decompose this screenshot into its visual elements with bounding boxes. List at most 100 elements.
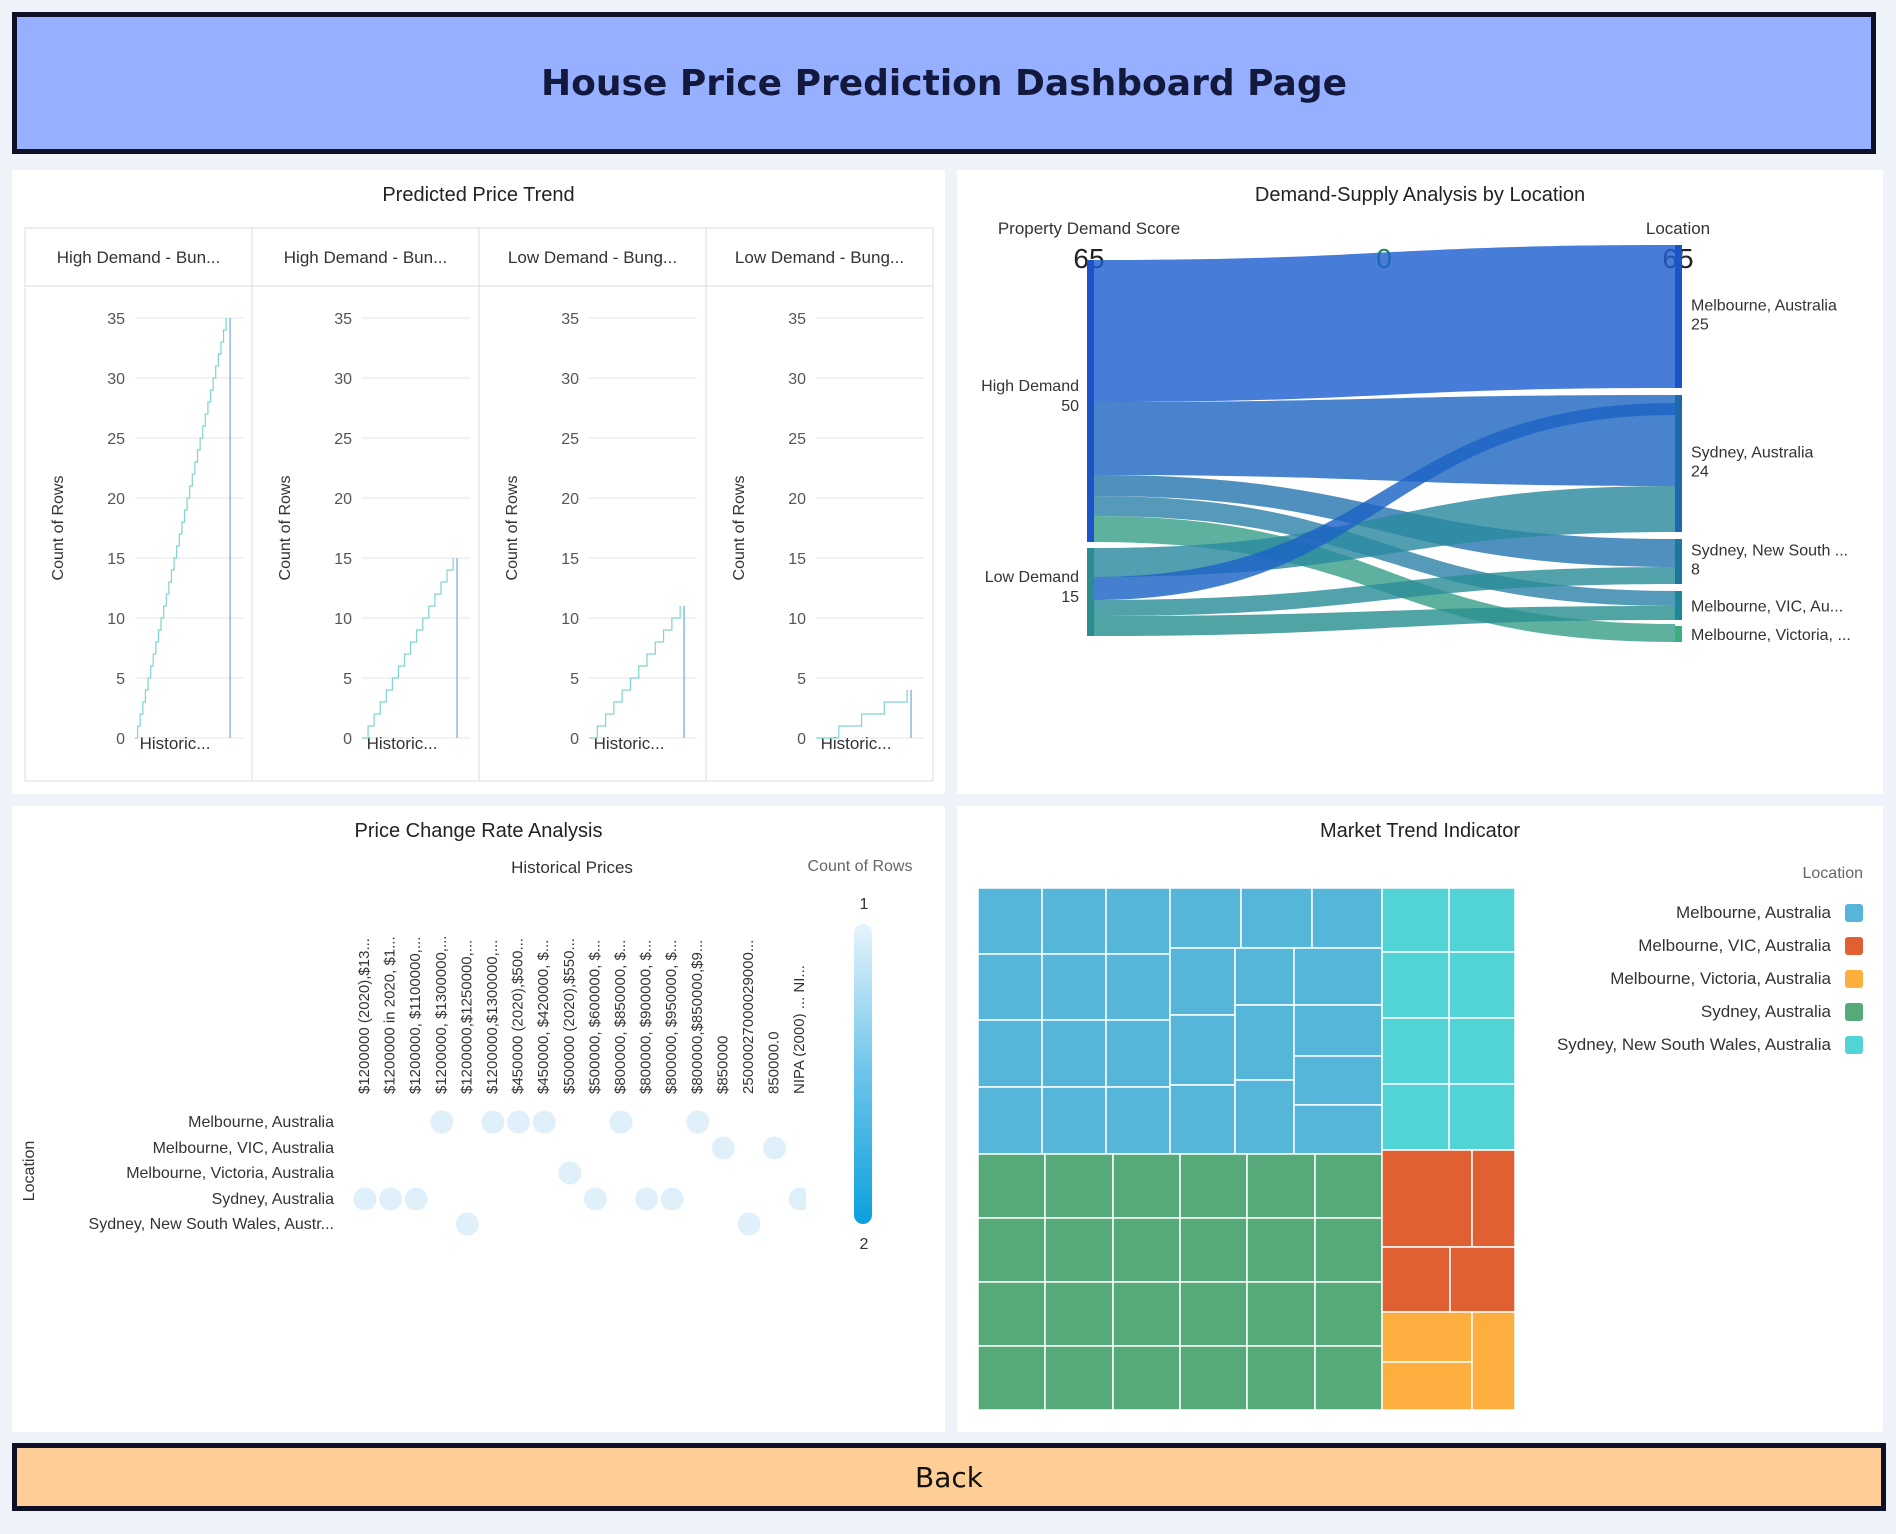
treemap-tile[interactable] xyxy=(1179,1217,1248,1283)
treemap-tile[interactable] xyxy=(1169,1084,1236,1155)
treemap-tile[interactable] xyxy=(1240,887,1313,949)
bubble-mark[interactable] xyxy=(558,1161,582,1185)
treemap-legend-item[interactable]: Melbourne, Victoria, Australia xyxy=(1610,968,1863,990)
treemap-tile[interactable] xyxy=(1179,1345,1248,1411)
bubble-mark[interactable] xyxy=(507,1110,531,1134)
treemap-tile[interactable] xyxy=(1179,1153,1248,1219)
bubble-mark[interactable] xyxy=(404,1187,428,1211)
treemap-tile[interactable] xyxy=(1381,951,1450,1019)
treemap-tile[interactable] xyxy=(1293,1104,1383,1155)
sankey-target-node[interactable] xyxy=(1675,626,1682,642)
treemap-tile[interactable] xyxy=(1448,1017,1516,1085)
treemap-tile[interactable] xyxy=(1105,1086,1171,1155)
treemap-tile[interactable] xyxy=(1381,1149,1473,1248)
treemap-tile[interactable] xyxy=(1246,1217,1316,1283)
bubble-mark[interactable] xyxy=(583,1187,607,1211)
bubble-mark[interactable] xyxy=(455,1212,479,1236)
treemap-tile[interactable] xyxy=(977,1019,1043,1088)
treemap-tile[interactable] xyxy=(1169,1014,1236,1086)
treemap-tile[interactable] xyxy=(1293,1055,1383,1106)
treemap-tile[interactable] xyxy=(977,887,1043,955)
treemap-tile[interactable] xyxy=(1449,1246,1516,1313)
treemap-tile[interactable] xyxy=(1041,887,1107,955)
treemap-tile[interactable] xyxy=(1179,1281,1248,1347)
treemap-tile[interactable] xyxy=(1381,1361,1473,1411)
treemap-tile[interactable] xyxy=(1448,951,1516,1019)
sankey-source-node[interactable] xyxy=(1087,260,1094,542)
sankey-flow[interactable] xyxy=(1094,395,1675,486)
treemap-tile[interactable] xyxy=(1448,887,1516,953)
treemap-tile[interactable] xyxy=(1381,1311,1473,1363)
treemap-tile[interactable] xyxy=(1293,947,1383,1006)
sankey-flow[interactable] xyxy=(1094,486,1675,577)
bubble-mark[interactable] xyxy=(737,1212,761,1236)
treemap-legend-item[interactable]: Sydney, New South Wales, Australia xyxy=(1557,1034,1863,1056)
bubble-mark[interactable] xyxy=(711,1136,735,1160)
treemap-tile[interactable] xyxy=(1041,1086,1107,1155)
sankey-source-node[interactable] xyxy=(1087,548,1094,636)
treemap-tile[interactable] xyxy=(1293,1004,1383,1057)
treemap-tile[interactable] xyxy=(1381,1017,1450,1085)
sankey-target-node[interactable] xyxy=(1675,395,1682,532)
treemap-tile[interactable] xyxy=(1041,1019,1107,1088)
treemap-tile[interactable] xyxy=(1234,1004,1295,1081)
treemap-legend-item[interactable]: Sydney, Australia xyxy=(1701,1001,1863,1023)
treemap-tile[interactable] xyxy=(1112,1217,1181,1283)
treemap-tile[interactable] xyxy=(1169,947,1236,1016)
treemap-tile[interactable] xyxy=(1246,1153,1316,1219)
treemap-tile[interactable] xyxy=(1471,1311,1516,1411)
treemap-tile[interactable] xyxy=(1112,1345,1181,1411)
bubble-mark[interactable] xyxy=(609,1110,633,1134)
sankey-target-node[interactable] xyxy=(1675,591,1682,620)
treemap-tile[interactable] xyxy=(977,1281,1046,1347)
bubble-mark[interactable] xyxy=(379,1187,403,1211)
treemap-tile[interactable] xyxy=(1314,1281,1383,1347)
sankey-flow[interactable] xyxy=(1094,245,1675,402)
treemap-tile[interactable] xyxy=(1314,1153,1383,1219)
treemap-tile[interactable] xyxy=(1044,1281,1114,1347)
treemap-legend-item[interactable]: Melbourne, VIC, Australia xyxy=(1638,935,1863,957)
treemap-tile[interactable] xyxy=(1234,947,1295,1006)
sankey-flow[interactable] xyxy=(1094,567,1675,616)
treemap-tile[interactable] xyxy=(1448,1083,1516,1151)
treemap-tile[interactable] xyxy=(1381,1083,1450,1151)
bubble-mark[interactable] xyxy=(430,1110,454,1134)
treemap-tile[interactable] xyxy=(1044,1153,1114,1219)
treemap-tile[interactable] xyxy=(1041,953,1107,1021)
treemap-legend-item[interactable]: Melbourne, Australia xyxy=(1676,902,1863,924)
bubble-mark[interactable] xyxy=(481,1110,505,1134)
treemap-tile[interactable] xyxy=(1169,887,1242,949)
treemap-tile[interactable] xyxy=(1105,887,1171,955)
treemap-tile[interactable] xyxy=(1471,1149,1516,1248)
treemap-tile[interactable] xyxy=(1105,953,1171,1021)
treemap-tile[interactable] xyxy=(977,1153,1046,1219)
treemap-tile[interactable] xyxy=(1112,1281,1181,1347)
treemap-tile[interactable] xyxy=(977,1345,1046,1411)
sankey-target-node[interactable] xyxy=(1675,245,1682,388)
treemap-tile[interactable] xyxy=(977,1086,1043,1155)
treemap-tile[interactable] xyxy=(1112,1153,1181,1219)
bubble-mark[interactable] xyxy=(788,1187,812,1211)
treemap-tile[interactable] xyxy=(1105,1019,1171,1088)
bubble-mark[interactable] xyxy=(635,1187,659,1211)
sankey-flow[interactable] xyxy=(1094,403,1675,600)
bubble-mark[interactable] xyxy=(532,1110,556,1134)
treemap-tile[interactable] xyxy=(1246,1281,1316,1347)
bubble-mark[interactable] xyxy=(353,1187,377,1211)
treemap-tile[interactable] xyxy=(977,953,1043,1021)
treemap-tile[interactable] xyxy=(1246,1345,1316,1411)
bubble-mark[interactable] xyxy=(763,1136,787,1160)
sankey-flow[interactable] xyxy=(1094,606,1675,636)
treemap-tile[interactable] xyxy=(1381,887,1450,953)
back-button[interactable]: Back xyxy=(12,1443,1886,1511)
bubble-mark[interactable] xyxy=(660,1187,684,1211)
sankey-target-node[interactable] xyxy=(1675,539,1682,584)
treemap-tile[interactable] xyxy=(1314,1217,1383,1283)
treemap-tile[interactable] xyxy=(1311,887,1383,949)
treemap-tile[interactable] xyxy=(1314,1345,1383,1411)
treemap-tile[interactable] xyxy=(1044,1217,1114,1283)
treemap-tile[interactable] xyxy=(1234,1079,1295,1155)
treemap-tile[interactable] xyxy=(977,1217,1046,1283)
bubble-mark[interactable] xyxy=(686,1110,710,1134)
treemap-tile[interactable] xyxy=(1044,1345,1114,1411)
